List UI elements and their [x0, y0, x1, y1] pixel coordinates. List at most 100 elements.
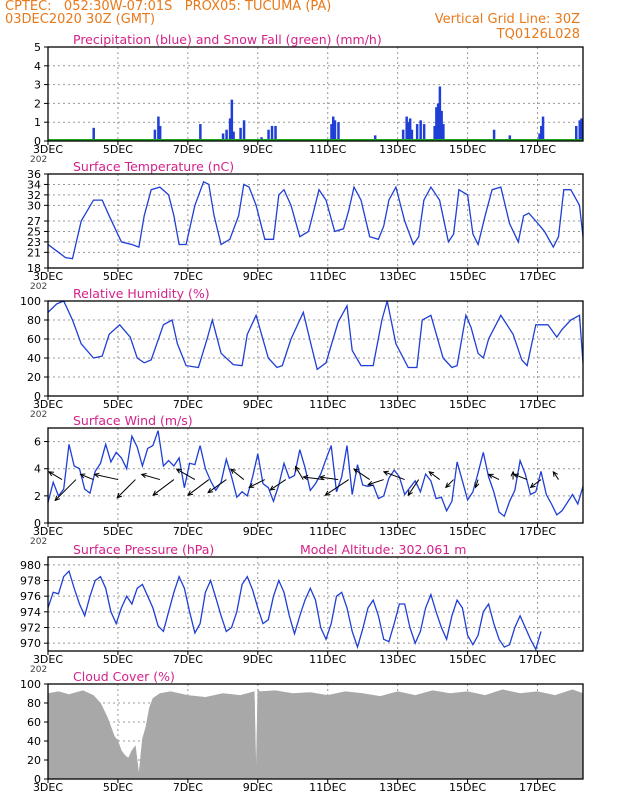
temperature-title: Surface Temperature (nC): [73, 159, 234, 174]
wind-arrow-head: [152, 490, 159, 496]
wind-arrow-head: [513, 473, 520, 479]
pressure-ytick-label: 972: [20, 622, 41, 635]
wind-arrow-head: [487, 473, 494, 479]
precip-xtick-label: 5DEC: [103, 143, 133, 156]
temperature-xtick-label: 13DEC: [379, 270, 416, 283]
cloud-cover-area: [47, 687, 584, 780]
precip-bar: [373, 135, 377, 141]
pressure-title: Surface Pressure (hPa): [73, 542, 214, 557]
temperature-year-stub: 202: [30, 282, 47, 292]
wind-year-stub: 202: [30, 537, 47, 547]
precip-bar: [267, 129, 270, 141]
cloud-frame: [47, 683, 584, 780]
temperature-xtick-label: 15DEC: [449, 270, 486, 283]
humidity-title: Relative Humidity (%): [73, 286, 210, 301]
wind-arrow: [176, 468, 196, 481]
precip-bar: [575, 125, 578, 141]
pressure-xtick-label: 15DEC: [449, 653, 486, 666]
header-grid-note: Vertical Grid Line: 30Z: [434, 12, 580, 27]
wind-arrow-head: [353, 468, 360, 474]
wind-panel: [44, 427, 584, 527]
pressure-ytick-label: 980: [20, 559, 41, 572]
wind-ytick-label: 2: [34, 490, 41, 503]
pressure-xtick-label: 17DEC: [519, 653, 556, 666]
precip-bar: [333, 120, 337, 141]
precip-bar: [92, 127, 95, 141]
wind-arrow: [269, 479, 287, 491]
precip-bar: [538, 133, 541, 141]
pressure-panel: [44, 556, 584, 655]
temperature-ytick-label: 23: [27, 236, 41, 249]
precip-panel: [44, 46, 584, 145]
cloud-ytick-label: 100: [20, 678, 41, 691]
wind-arrow: [552, 471, 559, 480]
temperature-ytick-label: 36: [27, 168, 41, 181]
wind-arrow-head: [474, 482, 480, 489]
wind-arrow-head: [248, 483, 255, 488]
precip-bar: [158, 125, 162, 141]
humidity-xtick-label: 15DEC: [449, 398, 486, 411]
wind-xtick-label: 17DEC: [519, 525, 556, 538]
temperature-series-line: [47, 180, 584, 260]
wind-arrow-head: [140, 473, 147, 479]
precip-xtick-label: 13DEC: [379, 143, 416, 156]
precip-bar: [331, 116, 335, 141]
humidity-year-stub: 202: [30, 410, 47, 420]
precip-bar: [415, 124, 419, 141]
precip-ytick-label: 3: [34, 79, 41, 92]
wind-arrow-head: [382, 470, 389, 476]
humidity-xtick-label: 13DEC: [379, 398, 416, 411]
precip-bar: [270, 125, 274, 141]
pressure-ytick-label: 970: [20, 637, 41, 650]
cloud-xtick-label: 3DEC: [33, 781, 63, 794]
wind-arrow: [152, 479, 175, 496]
humidity-ytick-label: 0: [34, 390, 41, 403]
wind-arrow: [94, 473, 119, 481]
wind-arrow: [428, 471, 440, 480]
humidity-ytick-label: 100: [20, 295, 41, 308]
wind-arrow: [116, 479, 136, 499]
wind-arrow-head: [428, 471, 435, 477]
precip-year-stub: 202: [30, 155, 47, 165]
precip-bar: [442, 124, 445, 141]
wind-arrow: [187, 479, 210, 496]
wind-frame: [47, 427, 584, 524]
cloud-title: Cloud Cover (%): [73, 669, 175, 684]
precip-bar: [242, 120, 246, 141]
precip-xtick-label: 15DEC: [449, 143, 486, 156]
pressure-frame: [47, 556, 584, 652]
wind-arrow: [445, 479, 454, 488]
temperature-xtick-label: 11DEC: [309, 270, 346, 283]
cloud-xtick-label: 13DEC: [379, 781, 416, 794]
wind-series-line: [47, 430, 584, 518]
wind-arrow: [248, 479, 266, 488]
wind-arrow: [383, 471, 405, 481]
wind-xtick-label: 5DEC: [103, 525, 133, 538]
precip-bar: [408, 118, 412, 141]
cloud-xtick-label: 11DEC: [309, 781, 346, 794]
pressure-xtick-label: 5DEC: [103, 653, 133, 666]
wind-xtick-label: 7DEC: [173, 525, 203, 538]
precip-xtick-label: 7DEC: [173, 143, 203, 156]
precip-frame: [47, 46, 584, 142]
header-model-id: TQ0126L028: [496, 27, 580, 42]
pressure-year-stub: 202: [30, 665, 47, 675]
wind-arrow: [530, 479, 542, 488]
wind-arrow-head: [175, 468, 182, 474]
wind-arrow-head: [324, 490, 331, 496]
humidity-ytick-label: 80: [27, 314, 41, 327]
cloud-ytick-label: 60: [27, 716, 41, 729]
temperature-ytick-label: 34: [27, 178, 41, 191]
cloud-xtick-label: 5DEC: [103, 781, 133, 794]
wind-xtick-label: 9DEC: [243, 525, 273, 538]
cloud-ytick-label: 20: [27, 754, 41, 767]
wind-arrow: [80, 473, 94, 481]
temperature-ytick-label: 18: [27, 262, 41, 275]
precip-xtick-label: 11DEC: [309, 143, 346, 156]
wind-arrow-head: [116, 492, 123, 499]
cloud-xtick-label: 9DEC: [243, 781, 273, 794]
wind-arrow-head: [187, 490, 194, 496]
cloud-xtick-label: 17DEC: [519, 781, 556, 794]
precip-bar: [508, 135, 512, 141]
precip-bar: [405, 116, 408, 141]
